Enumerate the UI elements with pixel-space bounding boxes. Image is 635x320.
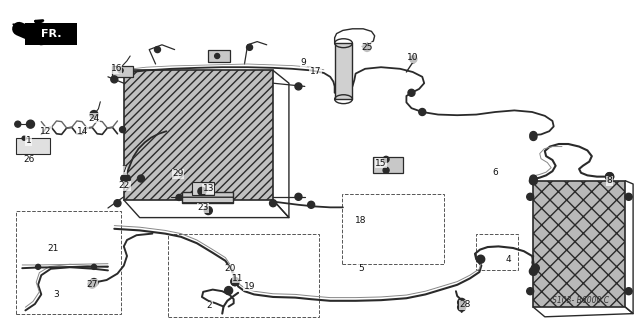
Circle shape <box>410 56 417 63</box>
Text: 15: 15 <box>375 159 387 168</box>
Bar <box>168 234 319 317</box>
Circle shape <box>530 133 537 140</box>
Text: 17: 17 <box>310 68 321 76</box>
Circle shape <box>531 264 539 272</box>
Text: 14: 14 <box>77 127 88 136</box>
Circle shape <box>295 83 302 90</box>
Circle shape <box>231 277 239 285</box>
Circle shape <box>625 193 632 200</box>
Text: S103- B6000 C: S103- B6000 C <box>552 296 610 305</box>
Bar <box>16 211 121 314</box>
Circle shape <box>458 303 465 311</box>
Bar <box>182 192 233 203</box>
Bar <box>192 182 214 195</box>
Circle shape <box>530 267 537 275</box>
Circle shape <box>625 288 632 295</box>
Circle shape <box>90 278 98 287</box>
Text: 28: 28 <box>459 300 471 309</box>
Text: 3: 3 <box>53 290 59 299</box>
Circle shape <box>137 175 145 182</box>
Text: 20: 20 <box>225 264 236 273</box>
Circle shape <box>295 193 302 200</box>
Circle shape <box>91 264 97 269</box>
Circle shape <box>154 47 161 52</box>
Circle shape <box>458 298 465 306</box>
Circle shape <box>22 136 26 140</box>
Bar <box>476 234 518 270</box>
Text: 22: 22 <box>119 181 130 190</box>
Text: 27: 27 <box>86 280 98 289</box>
Circle shape <box>269 200 277 207</box>
Text: 12: 12 <box>40 127 51 136</box>
Circle shape <box>119 127 126 132</box>
Text: 29: 29 <box>172 169 184 178</box>
Bar <box>373 157 403 173</box>
Text: 1: 1 <box>25 136 32 145</box>
Text: 16: 16 <box>110 64 122 73</box>
Bar <box>16 138 50 154</box>
Circle shape <box>114 200 121 207</box>
Text: 10: 10 <box>407 53 418 62</box>
Circle shape <box>307 201 315 208</box>
Circle shape <box>363 43 371 51</box>
Circle shape <box>27 120 34 128</box>
Circle shape <box>246 44 253 50</box>
Text: 5: 5 <box>358 264 364 273</box>
Bar <box>342 194 444 264</box>
Circle shape <box>530 175 537 182</box>
Circle shape <box>215 53 220 59</box>
Circle shape <box>526 288 534 295</box>
Circle shape <box>530 132 537 139</box>
Bar <box>533 181 625 307</box>
Circle shape <box>88 280 96 288</box>
Circle shape <box>36 264 41 269</box>
Text: 7: 7 <box>121 165 127 174</box>
Text: 4: 4 <box>505 255 511 264</box>
Bar <box>112 66 133 77</box>
Bar <box>335 43 352 99</box>
Text: FR.: FR. <box>41 29 61 39</box>
Text: 8: 8 <box>606 176 613 185</box>
Text: 13: 13 <box>203 184 214 193</box>
Circle shape <box>121 175 128 182</box>
Circle shape <box>225 287 232 294</box>
Circle shape <box>606 172 613 180</box>
Bar <box>124 70 273 200</box>
Bar <box>208 50 230 62</box>
Text: 9: 9 <box>300 58 307 67</box>
Circle shape <box>408 89 415 96</box>
Circle shape <box>231 277 239 285</box>
Circle shape <box>418 108 426 116</box>
Circle shape <box>383 167 389 173</box>
Circle shape <box>123 175 131 182</box>
Polygon shape <box>13 24 25 32</box>
Text: 23: 23 <box>197 204 209 212</box>
Bar <box>25 23 77 45</box>
Circle shape <box>204 207 212 214</box>
Text: 24: 24 <box>88 114 100 123</box>
Text: 26: 26 <box>23 156 34 164</box>
Circle shape <box>383 156 389 162</box>
Text: 19: 19 <box>244 282 255 291</box>
Text: 11: 11 <box>232 274 244 283</box>
Text: 18: 18 <box>355 216 366 225</box>
Circle shape <box>530 177 537 185</box>
Circle shape <box>176 195 182 200</box>
Circle shape <box>526 193 534 200</box>
Text: 25: 25 <box>361 43 373 52</box>
FancyArrowPatch shape <box>36 20 72 36</box>
Circle shape <box>90 110 98 118</box>
Circle shape <box>110 76 118 83</box>
Circle shape <box>118 68 123 73</box>
Circle shape <box>198 187 206 195</box>
Text: 21: 21 <box>47 244 58 253</box>
Text: 2: 2 <box>207 301 212 310</box>
Circle shape <box>121 175 128 182</box>
Circle shape <box>606 172 613 180</box>
Circle shape <box>477 255 485 263</box>
Circle shape <box>15 121 21 127</box>
Text: 6: 6 <box>492 168 498 177</box>
